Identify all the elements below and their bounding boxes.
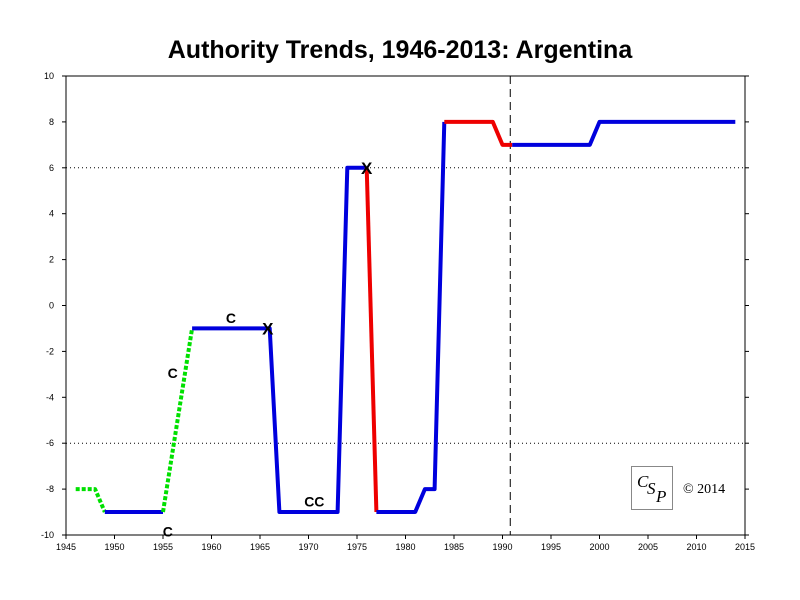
y-tick-label: 6: [49, 163, 54, 173]
x-tick-label: 1980: [395, 542, 415, 552]
y-tick-label: 0: [49, 301, 54, 311]
y-tick-label: 4: [49, 209, 54, 219]
series-line: [376, 121, 447, 514]
annotation-label: C: [163, 523, 173, 539]
series-line: [364, 167, 379, 513]
series-line: [444, 119, 513, 147]
y-tick-label: -4: [46, 392, 54, 402]
x-tick-label: 1960: [201, 542, 221, 552]
y-tick-label: 2: [49, 255, 54, 265]
logo: C S P: [631, 466, 673, 510]
y-tick-label: -10: [41, 530, 54, 540]
grid-lines: [66, 76, 745, 535]
x-tick-label: 1950: [104, 542, 124, 552]
copyright-text: © 2014: [683, 482, 726, 497]
annotation-label: C: [168, 365, 178, 381]
series-line: [192, 165, 367, 514]
series-lines: [75, 119, 736, 514]
logo-letter: S: [647, 479, 656, 498]
annotation-label: C: [226, 310, 236, 326]
x-tick-label: 1975: [347, 542, 367, 552]
y-tick-label: -8: [46, 484, 54, 494]
series-line: [161, 328, 195, 513]
x-tick-label: 2015: [735, 542, 755, 552]
x-tick-label: 1985: [444, 542, 464, 552]
x-tick-label: 2010: [686, 542, 706, 552]
y-tick-label: -6: [46, 438, 54, 448]
x-tick-label: 1965: [250, 542, 270, 552]
logo-letter: C: [637, 472, 649, 491]
x-tick-label: 1970: [298, 542, 318, 552]
annotation-label: X: [361, 159, 373, 178]
y-tick-label: -2: [46, 346, 54, 356]
x-tick-label: 2005: [638, 542, 658, 552]
chart-title: Authority Trends, 1946-2013: Argentina: [167, 36, 633, 64]
x-tick-label: 2000: [589, 542, 609, 552]
logo-letter: P: [655, 487, 666, 506]
annotation-label: X: [262, 319, 274, 338]
series-line: [512, 119, 736, 147]
series-line: [75, 487, 107, 513]
x-tick-label: 1995: [541, 542, 561, 552]
x-tick-label: 1955: [153, 542, 173, 552]
annotation-label: CC: [304, 494, 324, 510]
x-axis: 1945 1950 1955 1960 1965 1970 1975 1980 1985 1990…: [56, 535, 755, 552]
x-tick-label: 1990: [492, 542, 512, 552]
y-tick-label: 8: [49, 117, 54, 127]
y-tick-label: 10: [44, 71, 54, 81]
x-tick-label: 1945: [56, 542, 76, 552]
y-axis: 10 8 6 4 2 0 -2 -4 -6 -8 -10: [41, 71, 749, 540]
